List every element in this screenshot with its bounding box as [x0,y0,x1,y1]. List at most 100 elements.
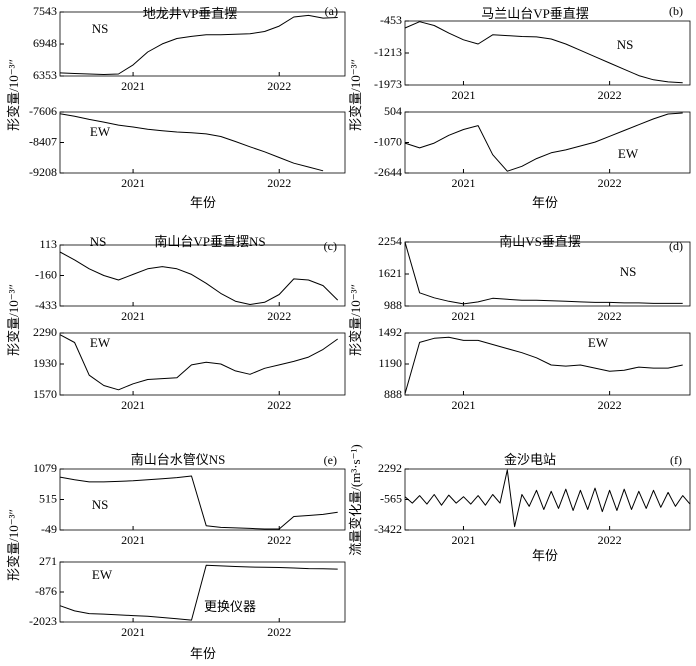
y-axis-label: 形变量/10⁻³″ [348,59,363,131]
y-tick-label: 1190 [378,356,402,370]
panel-title: 南山VS垂直摆 [499,234,581,249]
component-label: EW [588,335,609,350]
panel-title: 金沙电站 [504,452,556,467]
y-tick-label: 271 [39,554,57,568]
x-tick-label: 2021 [121,176,145,190]
panel-letter: (c) [324,239,337,253]
y-tick-label: -8407 [29,134,57,148]
panel-letter: (a) [325,4,338,18]
y-tick-label: 1492 [378,325,402,339]
data-line [59,251,339,305]
x-tick-label: 2021 [121,398,145,412]
component-label: NS [92,497,109,512]
y-axis-label: 形变量/10⁻³″ [348,284,363,356]
x-tick-label: 2021 [121,533,145,547]
y-tick-label: -2023 [29,614,57,628]
x-tick-label: 2021 [451,533,475,547]
x-tick-label: 2022 [267,533,291,547]
y-tick-label: -433 [35,298,57,312]
y-tick-label: 1930 [33,356,57,370]
y-tick-label: -9208 [29,165,57,179]
y-tick-label: -3422 [374,522,402,536]
y-tick-label: -160 [35,267,57,281]
y-tick-label: 7543 [33,4,57,18]
data-line [59,334,338,391]
panel-title: 马兰山台VP垂直摆 [481,6,589,21]
data-line [404,242,683,305]
component-label: NS [90,234,107,249]
y-tick-label: 1079 [33,461,57,475]
y-tick-label: 2292 [378,461,402,475]
panel-title: 南山台水管仪NS [131,452,226,467]
x-tick-label: 2021 [121,309,145,323]
y-tick-label: -1070 [374,134,402,148]
y-tick-label: 1570 [33,387,57,401]
component-label: EW [90,335,111,350]
y-tick-label: -876 [35,584,57,598]
y-tick-label: 515 [39,491,57,505]
y-tick-label: -1213 [374,45,402,59]
x-axis-label: 年份 [190,646,216,661]
y-tick-label: -7606 [29,104,57,118]
x-tick-label: 2021 [451,176,475,190]
x-tick-label: 2022 [267,398,291,412]
data-line [404,21,683,84]
x-axis-label: 年份 [190,195,216,210]
y-tick-label: 888 [384,387,402,401]
data-line [59,475,338,530]
x-axis-label: 年份 [532,195,558,210]
plot-frame [404,332,691,396]
x-tick-label: 2021 [121,625,145,639]
plot-frame [59,111,346,174]
x-tick-label: 2022 [598,533,622,547]
y-tick-label: -1973 [374,77,402,91]
data-line [404,336,683,394]
x-tick-label: 2022 [267,309,291,323]
y-tick-label: -2644 [374,165,402,179]
panel-letter: (f) [670,453,682,467]
component-label: NS [620,264,637,279]
component-label: EW [618,146,639,161]
y-tick-label: 6353 [33,68,57,82]
panel-letter: (e) [324,453,337,467]
data-line [59,14,338,75]
y-tick-label: 6948 [33,36,57,50]
x-tick-label: 2022 [267,625,291,639]
x-axis-label: 年份 [532,548,558,563]
data-line [59,113,324,172]
plot-frame [404,241,691,307]
x-tick-label: 2022 [598,398,622,412]
x-tick-label: 2022 [267,79,291,93]
x-tick-label: 2022 [267,176,291,190]
y-tick-label: -453 [380,13,402,27]
panel-title: 地龙井VP垂直摆 [143,6,238,21]
x-tick-label: 2021 [451,309,475,323]
y-tick-label: 2290 [33,325,57,339]
plot-frame [404,20,691,86]
x-tick-label: 2022 [598,88,622,102]
y-tick-label: 988 [384,298,402,312]
y-axis-label: 形变量/10⁻³″ [6,284,21,356]
panel-letter: (b) [669,4,683,18]
x-tick-label: 2021 [121,79,145,93]
panel-title: 南山台VP垂直摆NS [154,234,265,249]
data-line [59,564,338,621]
y-axis-label: 形变量/10⁻³″ [6,59,21,131]
data-line [404,112,683,172]
y-tick-label: 504 [384,104,402,118]
y-tick-label: 113 [39,237,57,251]
y-axis-label: 形变量/10⁻³″ [6,509,21,581]
y-tick-label: -565 [380,491,402,505]
data-line [404,469,691,528]
component-label: NS [617,37,634,52]
panel-letter: (d) [669,239,683,253]
annotation: 更换仪器 [204,599,256,614]
x-tick-label: 2022 [598,309,622,323]
component-label: NS [92,21,109,36]
y-tick-label: 1621 [378,266,402,280]
y-axis-label: 流量变化量/(m³·s⁻¹) [348,444,363,555]
x-tick-label: 2022 [598,176,622,190]
component-label: EW [90,124,111,139]
x-tick-label: 2021 [451,398,475,412]
